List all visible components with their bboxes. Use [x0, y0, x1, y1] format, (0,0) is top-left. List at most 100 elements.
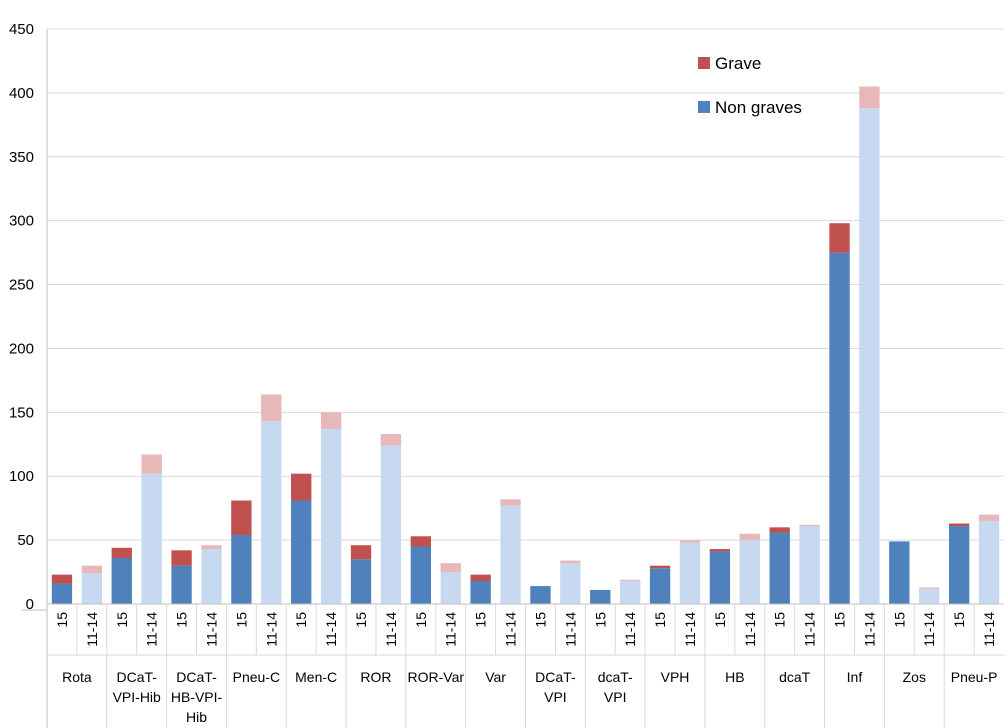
- x-tick-label: 15: [473, 612, 489, 628]
- bar-grave: [919, 587, 940, 589]
- group-label: dcaT: [779, 669, 811, 685]
- legend-label-non-graves: Non graves: [715, 98, 802, 117]
- legend-swatch-non-graves: [698, 101, 710, 113]
- bar-non-graves: [829, 252, 850, 604]
- bar-non-graves: [649, 568, 671, 604]
- group-label: Pneu-P: [951, 669, 998, 685]
- bar-grave: [410, 536, 431, 547]
- bar-non-graves: [679, 542, 701, 604]
- x-tick-label: 15: [832, 612, 848, 628]
- bar-grave: [81, 565, 103, 574]
- x-tick-label: 15: [652, 612, 668, 628]
- x-tick-label: 15: [293, 612, 309, 628]
- bar-non-graves: [769, 532, 790, 604]
- bar-grave: [111, 547, 132, 558]
- bar-non-graves: [739, 540, 760, 604]
- x-tick-label: 15: [712, 612, 728, 628]
- bar-non-graves: [231, 535, 252, 604]
- group-label: Pneu-C: [233, 669, 280, 685]
- x-tick-label: 15: [233, 612, 249, 628]
- bar-non-graves: [261, 421, 282, 604]
- axes: 0 50 100 150 200 250 300 350 400 450 15 11-14 Rota 15…: [9, 21, 1004, 728]
- x-tick-label: 15: [772, 612, 788, 628]
- group-label: VPI: [604, 689, 627, 705]
- bar-grave: [350, 545, 372, 560]
- group-label: Inf: [847, 669, 863, 685]
- bar-grave: [201, 545, 222, 550]
- bar-grave: [978, 514, 1000, 521]
- bar-non-graves: [291, 500, 312, 604]
- x-tick-label: 15: [353, 612, 369, 628]
- bar-grave: [560, 560, 581, 564]
- group-label: DCaT-: [535, 669, 576, 685]
- bar-non-graves: [81, 573, 103, 604]
- y-tick-label: 300: [9, 213, 34, 230]
- x-tick-label: 11-14: [84, 612, 100, 647]
- group-label: VPI-Hib: [113, 689, 161, 705]
- x-tick-label: 11-14: [682, 612, 698, 647]
- bar-grave: [231, 500, 252, 535]
- bar-grave: [320, 412, 342, 429]
- bar-grave: [141, 454, 162, 474]
- bar-non-graves: [889, 541, 910, 604]
- bar-grave: [948, 523, 970, 527]
- group-label: VPH: [661, 669, 690, 685]
- bar-non-graves: [919, 588, 940, 604]
- bar-non-graves: [859, 108, 880, 604]
- bars: [51, 86, 1000, 604]
- x-tick-label: 11-14: [921, 612, 937, 647]
- bar-grave: [261, 394, 282, 422]
- group-label: ROR: [360, 669, 391, 685]
- group-label: Zos: [903, 669, 926, 685]
- y-tick-label: 100: [9, 468, 34, 485]
- y-tick-label: 150: [9, 404, 34, 421]
- group-label: Var: [485, 669, 506, 685]
- group-label: Rota: [62, 669, 92, 685]
- bar-non-graves: [978, 520, 1000, 604]
- y-tick-label: 450: [9, 21, 34, 38]
- bar-non-graves: [560, 563, 581, 604]
- x-tick-label: 11-14: [203, 612, 219, 647]
- bar-non-graves: [500, 505, 521, 604]
- group-label: DCaT-: [176, 669, 217, 685]
- x-tick-label: 11-14: [144, 612, 160, 647]
- y-tick-label: 350: [9, 149, 34, 166]
- bar-grave: [709, 549, 731, 552]
- bar-grave: [291, 473, 312, 501]
- group-label: Men-C: [295, 669, 337, 685]
- x-tick-label: 15: [174, 612, 190, 628]
- bar-grave: [171, 550, 192, 566]
- bar-grave: [51, 574, 73, 584]
- bar-non-graves: [948, 526, 970, 604]
- bar-non-graves: [709, 551, 731, 604]
- y-tick-label: 250: [9, 277, 34, 294]
- bar-grave: [769, 527, 790, 533]
- bar-grave: [829, 223, 850, 253]
- bar-grave: [679, 540, 701, 543]
- bar-grave: [739, 533, 760, 541]
- bar-non-graves: [620, 581, 641, 604]
- group-label: HB-VPI-: [171, 689, 223, 705]
- x-tick-label: 15: [532, 612, 548, 628]
- bar-grave: [440, 563, 461, 573]
- x-tick-label: 11-14: [861, 612, 877, 647]
- bar-grave: [649, 565, 671, 569]
- bar-non-graves: [590, 589, 611, 604]
- x-tick-label: 15: [951, 612, 967, 628]
- x-tick-label: 15: [54, 612, 70, 628]
- y-tick-label: 0: [26, 596, 34, 613]
- group-label: VPI: [544, 689, 567, 705]
- group-label: Hib: [186, 709, 207, 725]
- bar-grave: [500, 499, 521, 506]
- group-label: ROR-Var: [408, 669, 465, 685]
- bar-non-graves: [111, 558, 132, 604]
- legend-swatch-grave: [698, 57, 710, 69]
- bar-non-graves: [470, 581, 491, 604]
- y-tick-label: 50: [17, 532, 34, 549]
- legend: Grave Non graves: [698, 54, 802, 117]
- bar-grave: [380, 434, 402, 446]
- x-tick-label: 15: [891, 612, 907, 628]
- x-tick-label: 11-14: [981, 612, 997, 647]
- x-tick-label: 15: [114, 612, 130, 628]
